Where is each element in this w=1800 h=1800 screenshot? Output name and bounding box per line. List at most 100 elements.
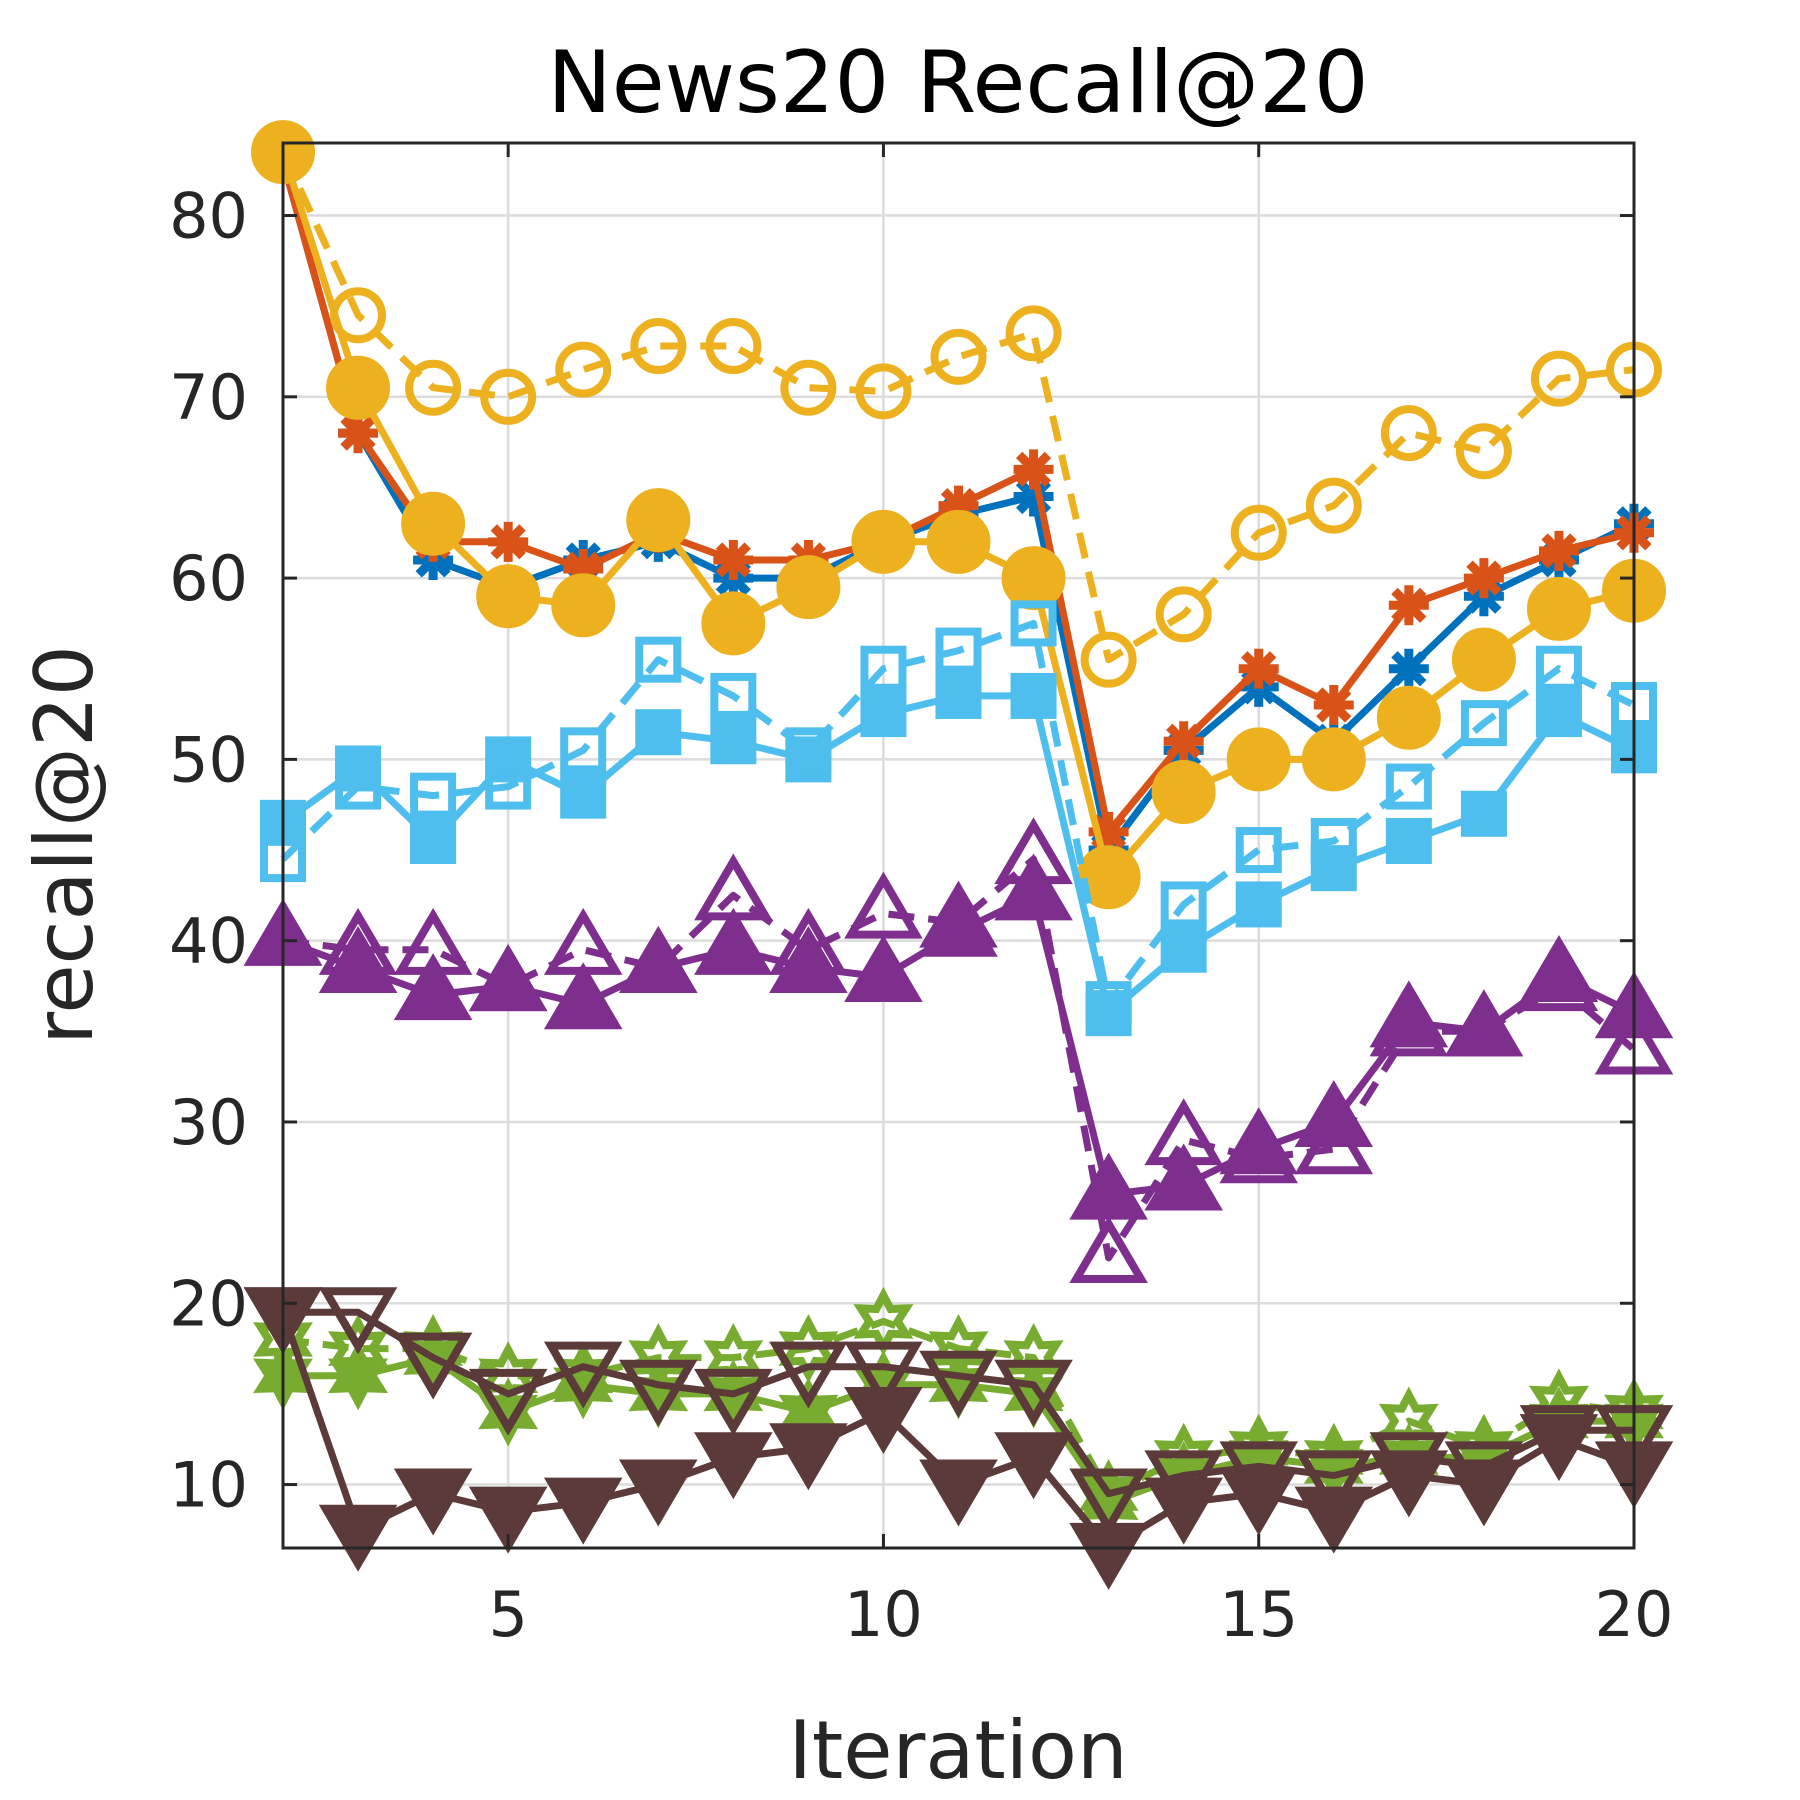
data-point-triangle-up	[318, 925, 398, 993]
data-point-triangle-down	[468, 1486, 548, 1554]
data-point-star	[1316, 687, 1352, 723]
data-point-triangle-down	[1369, 1432, 1449, 1500]
data-point-circle	[926, 509, 991, 574]
data-point-circle	[1526, 576, 1591, 641]
x-tick-label: 10	[844, 1578, 923, 1651]
data-point-circle	[705, 318, 762, 375]
data-point-star	[1013, 449, 1054, 490]
data-point-triangle-up	[1144, 1098, 1223, 1166]
data-point-triangle-down	[769, 1341, 848, 1409]
y-tick-label: 30	[169, 1086, 248, 1159]
data-point-circle	[405, 359, 462, 416]
data-point-triangle-down	[543, 1477, 623, 1545]
data-point-star	[1388, 648, 1429, 689]
data-point-square	[485, 736, 532, 783]
data-point-triangle-down	[393, 1468, 473, 1536]
y-tick-label: 60	[169, 542, 248, 615]
data-point-triangle-down	[1444, 1441, 1524, 1509]
data-point-square	[1085, 981, 1132, 1028]
data-point-circle	[551, 573, 616, 638]
data-point-triangle-down	[318, 1504, 398, 1572]
data-point-circle	[701, 591, 766, 656]
x-tick-label: 5	[488, 1578, 527, 1651]
series-line	[282, 855, 1637, 1262]
data-point-star	[1466, 560, 1502, 596]
data-point-triangle-down	[468, 1368, 548, 1436]
y-tick-label: 50	[169, 723, 248, 796]
data-point-circle	[1530, 350, 1587, 407]
data-point-circle	[555, 341, 612, 398]
data-point-triangle-down	[844, 1341, 923, 1409]
data-point-triangle-down	[994, 1432, 1073, 1500]
data-point-star	[1241, 651, 1277, 687]
data-point-circle	[1305, 477, 1362, 534]
data-point-triangle-down	[1219, 1441, 1299, 1509]
data-point-triangle-up	[393, 953, 473, 1021]
x-axis-label: Iteration	[788, 1704, 1127, 1797]
data-point-hexagram	[1078, 1459, 1139, 1529]
y-axis-label: recall@20	[18, 645, 111, 1045]
x-tick-label: 20	[1595, 1578, 1674, 1651]
data-point-triangle-up	[844, 871, 923, 939]
data-point-square	[1385, 763, 1432, 810]
data-point-square	[410, 817, 457, 864]
data-point-triangle-up	[1444, 989, 1524, 1057]
data-point-circle	[930, 328, 987, 385]
series-line	[283, 1308, 1634, 1498]
data-point-triangle-up	[844, 935, 923, 1003]
data-point-triangle-down	[994, 1359, 1073, 1427]
data-point-star	[1313, 685, 1354, 725]
data-point-square	[1310, 817, 1357, 864]
data-point-star	[1391, 651, 1427, 687]
data-point-circle	[330, 287, 387, 344]
data-point-square	[1460, 700, 1507, 747]
data-point-square	[335, 763, 382, 810]
data-point-star	[713, 539, 754, 580]
plot-frame	[281, 141, 1636, 1550]
data-point-triangle-up	[543, 907, 623, 975]
data-point-square	[935, 627, 982, 674]
data-point-square	[1535, 645, 1582, 692]
data-point-circle	[626, 488, 691, 553]
data-point-square	[860, 645, 907, 692]
data-point-hexagram	[1303, 1422, 1364, 1493]
y-tick-label: 80	[169, 180, 248, 253]
data-point-circle	[1005, 305, 1062, 362]
data-point-star	[1388, 585, 1429, 626]
data-point-square	[710, 718, 757, 765]
data-point-hexagram	[478, 1341, 539, 1411]
data-point-triangle-up	[468, 944, 548, 1012]
data-point-circle	[776, 555, 841, 620]
data-point-triangle-up	[318, 907, 398, 975]
data-point-square	[860, 691, 907, 738]
data-point-square	[1385, 817, 1432, 864]
data-point-triangle-down	[769, 1423, 848, 1491]
data-point-circle	[1001, 546, 1066, 611]
series-line	[280, 619, 1636, 1008]
data-point-circle	[855, 363, 912, 420]
data-point-circle	[1451, 627, 1516, 692]
data-point-triangle-up	[919, 880, 998, 948]
data-point-square	[1235, 827, 1282, 874]
data-point-square	[1010, 600, 1057, 647]
data-point-star	[1391, 587, 1427, 623]
data-point-star	[488, 521, 529, 562]
y-tick-label: 40	[169, 905, 248, 978]
data-point-triangle-up	[994, 817, 1073, 885]
data-point-circle	[1076, 845, 1141, 910]
data-point-star	[1541, 533, 1577, 569]
data-point-circle	[1380, 405, 1437, 462]
data-point-star	[340, 415, 376, 451]
data-point-triangle-down	[919, 1350, 998, 1418]
data-point-square	[1310, 845, 1357, 892]
data-point-square	[410, 772, 457, 819]
data-point-star	[1463, 558, 1504, 599]
data-point-triangle-down	[844, 1386, 923, 1454]
series-layer	[243, 120, 1674, 1590]
data-point-hexagram	[1378, 1386, 1439, 1456]
data-point-hexagram	[478, 1377, 539, 1447]
data-point-circle	[1376, 685, 1441, 750]
data-point-triangle-up	[1219, 1116, 1299, 1184]
data-point-circle	[1080, 631, 1137, 688]
data-point-circle	[1151, 760, 1216, 825]
